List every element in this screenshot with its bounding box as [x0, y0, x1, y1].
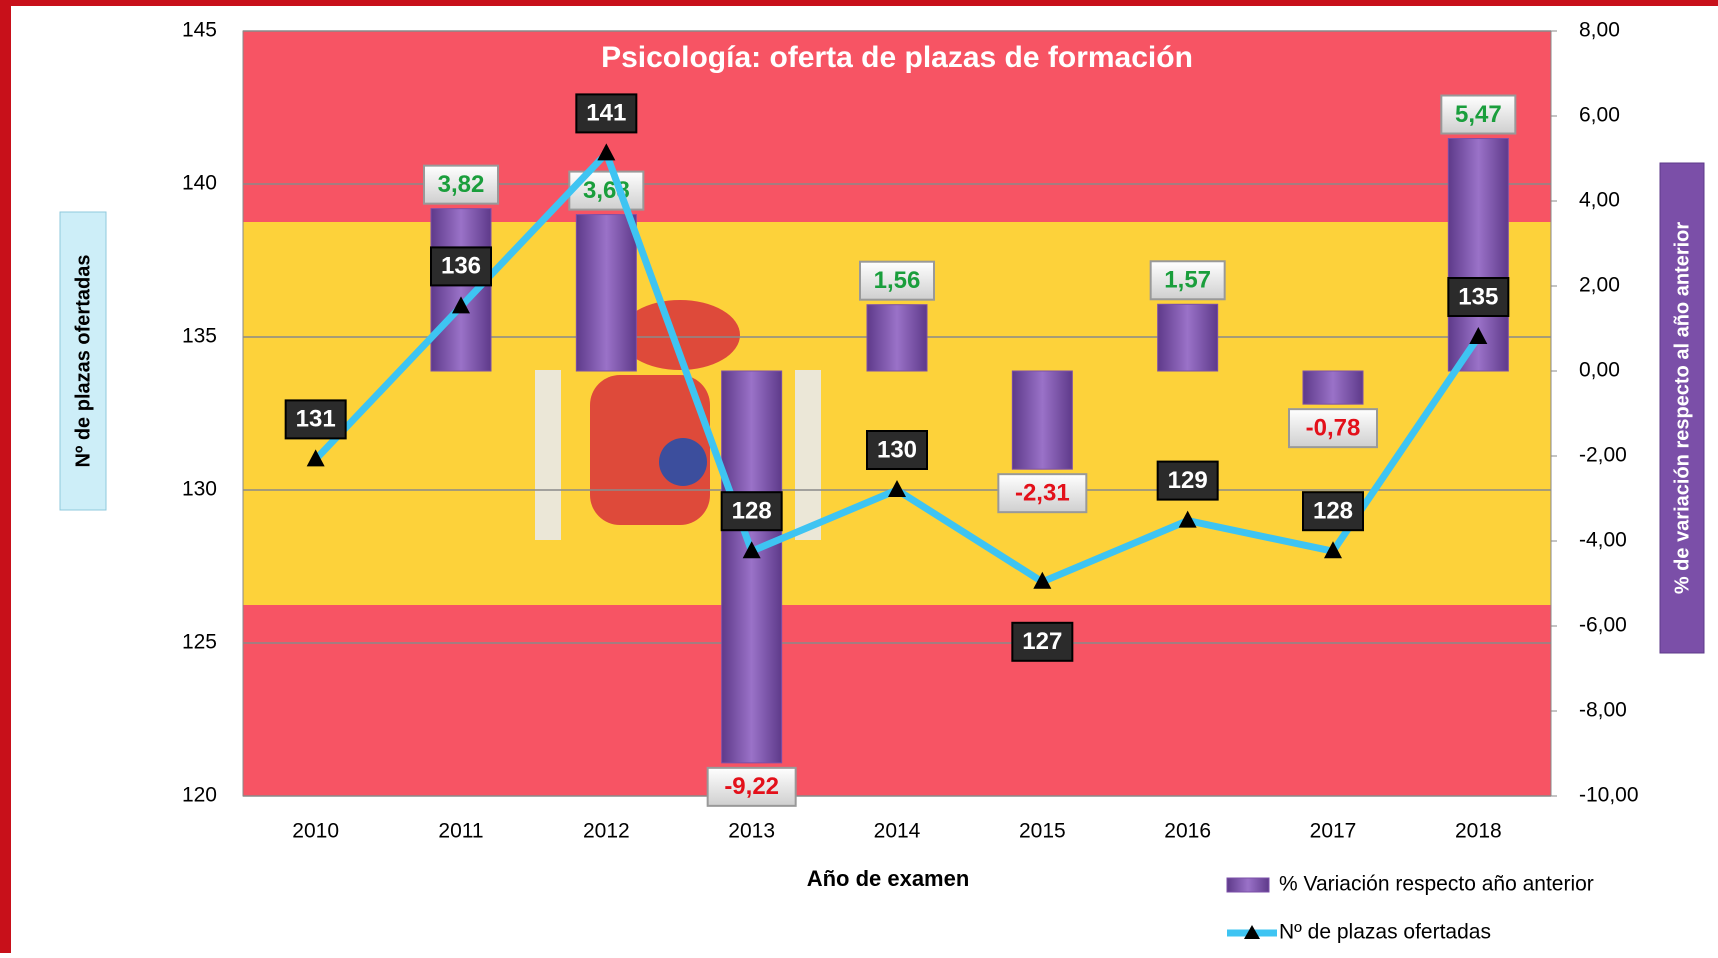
- data-label-box: [1288, 408, 1378, 449]
- data-label-box: [1440, 94, 1517, 135]
- emblem-pillar: [795, 370, 821, 540]
- frame-left: [0, 0, 11, 953]
- marker: [306, 449, 325, 467]
- data-label-box: [859, 260, 935, 301]
- bar: [1302, 370, 1364, 405]
- x-tick-label: 2016: [1164, 820, 1211, 843]
- y2-tick-label: -10,00: [1579, 784, 1639, 807]
- chart-title: Psicología: oferta de plazas de formació…: [601, 41, 1193, 74]
- emblem-crown: [620, 300, 740, 370]
- data-label-box: [997, 473, 1088, 514]
- data-label-box: [1302, 491, 1364, 532]
- y-tick-label: 140: [182, 172, 217, 195]
- marker: [742, 541, 761, 559]
- emblem: [590, 375, 710, 525]
- y-label-box: [59, 211, 107, 511]
- data-label-box: [1156, 460, 1219, 501]
- data-label: 136: [441, 253, 481, 280]
- marker: [888, 480, 906, 497]
- y-tick-label: 130: [182, 478, 217, 501]
- y2-tick-label: 2,00: [1579, 274, 1620, 297]
- x-tick-label: 2015: [1019, 820, 1066, 843]
- x-tick-label: 2012: [583, 820, 630, 843]
- emblem: [659, 438, 707, 486]
- data-label: 127: [1022, 628, 1062, 655]
- marker: [452, 296, 470, 314]
- data-label: -2,31: [1015, 480, 1070, 507]
- data-label-box: [575, 93, 638, 134]
- bar: [575, 214, 637, 372]
- y2-label-box: [1659, 162, 1705, 654]
- legend-label: % Variación respecto año anterior: [1279, 873, 1594, 896]
- data-label-box: [430, 246, 492, 287]
- data-label: 1,56: [874, 267, 921, 294]
- y2-tick-label: -2,00: [1579, 444, 1627, 467]
- frame-top: [0, 0, 1718, 6]
- flag-stripe: [243, 605, 1551, 796]
- bar: [721, 370, 783, 764]
- data-label: 5,47: [1455, 101, 1502, 128]
- marker: [597, 143, 616, 161]
- data-label: 130: [877, 436, 917, 463]
- data-label-box: [423, 164, 499, 205]
- data-label: 1,57: [1164, 267, 1211, 294]
- bar: [1157, 303, 1219, 372]
- data-label: 128: [1313, 498, 1353, 525]
- data-label-box: [1149, 260, 1226, 301]
- data-label-box: [284, 399, 347, 440]
- data-label: 131: [296, 406, 336, 433]
- x-tick-label: 2017: [1310, 820, 1357, 843]
- marker: [1178, 510, 1197, 528]
- data-label: -0,78: [1306, 414, 1361, 441]
- x-tick-label: 2010: [292, 820, 339, 843]
- y2-tick-label: 0,00: [1579, 359, 1620, 382]
- y2-tick-label: -6,00: [1579, 614, 1627, 637]
- x-axis-title: Año de examen: [807, 866, 970, 891]
- x-tick-label: 2018: [1455, 820, 1502, 843]
- marker: [1469, 327, 1488, 344]
- legend-swatch: [1226, 877, 1270, 893]
- data-label-box: [1011, 621, 1074, 662]
- data-label: 3,82: [438, 171, 485, 198]
- data-label-box: [866, 430, 928, 470]
- data-label: 135: [1458, 283, 1498, 310]
- emblem-pillar: [535, 370, 561, 540]
- bar: [866, 304, 928, 372]
- data-label-box: [720, 491, 783, 532]
- y2-axis-title: % de variación respecto al año anterior: [1671, 222, 1693, 595]
- bar: [430, 208, 492, 372]
- y-tick-label: 145: [182, 19, 217, 42]
- data-label: 129: [1168, 467, 1208, 494]
- data-label-box: [1447, 277, 1510, 317]
- x-tick-label: 2014: [874, 820, 921, 843]
- y-tick-label: 135: [182, 325, 217, 348]
- data-label: 128: [732, 498, 772, 525]
- marker: [1033, 571, 1052, 589]
- legend-marker: [1244, 925, 1260, 939]
- y2-tick-label: -8,00: [1579, 699, 1627, 722]
- data-label: 141: [586, 100, 626, 127]
- y-axis-title: Nº de plazas ofertadas: [72, 255, 94, 468]
- y-tick-label: 120: [182, 784, 217, 807]
- y2-tick-label: 4,00: [1579, 189, 1620, 212]
- y2-tick-label: -4,00: [1579, 529, 1627, 552]
- x-tick-label: 2011: [438, 820, 483, 843]
- data-label: -9,22: [724, 773, 779, 800]
- marker: [1324, 541, 1342, 559]
- y2-tick-label: 8,00: [1579, 19, 1620, 42]
- bar: [1011, 370, 1073, 470]
- x-tick-label: 2013: [728, 820, 775, 843]
- data-label-box: [706, 766, 797, 807]
- y2-tick-label: 6,00: [1579, 104, 1620, 127]
- y-tick-label: 125: [182, 631, 217, 654]
- legend-label: Nº de plazas ofertadas: [1279, 921, 1491, 944]
